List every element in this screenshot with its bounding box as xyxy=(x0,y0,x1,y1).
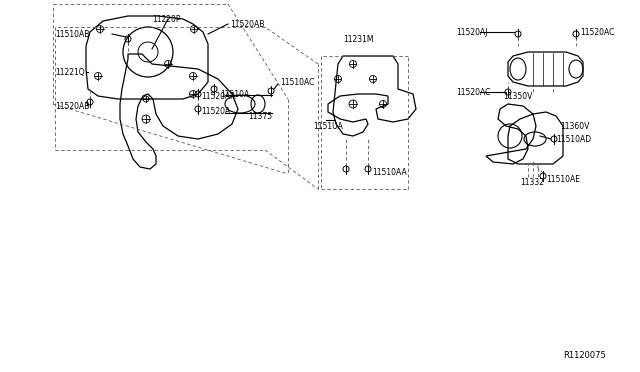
Text: 11510AE: 11510AE xyxy=(546,174,580,183)
Text: R1120075: R1120075 xyxy=(563,352,605,360)
Text: 11350V: 11350V xyxy=(503,92,532,100)
Text: 11510A: 11510A xyxy=(220,90,249,99)
Text: 11520AC: 11520AC xyxy=(456,87,490,96)
Text: 11231M: 11231M xyxy=(343,35,374,44)
Text: 11332: 11332 xyxy=(520,177,544,186)
Text: 11520AA: 11520AA xyxy=(201,92,236,100)
Text: 11520A: 11520A xyxy=(201,106,230,115)
Text: 11220P: 11220P xyxy=(152,15,180,23)
Text: 11510AC: 11510AC xyxy=(280,77,314,87)
Text: 11360V: 11360V xyxy=(560,122,589,131)
Text: 11520AJ: 11520AJ xyxy=(456,28,488,36)
Text: 11510AA: 11510AA xyxy=(372,167,407,176)
Text: 11221Q: 11221Q xyxy=(55,67,84,77)
Text: 11520AC: 11520AC xyxy=(580,28,614,36)
Text: 11520AB: 11520AB xyxy=(55,102,90,110)
Text: 11510AB: 11510AB xyxy=(55,29,90,38)
Text: 11520AB: 11520AB xyxy=(230,19,264,29)
Text: 11510AD: 11510AD xyxy=(556,135,591,144)
Text: 1151UA: 1151UA xyxy=(313,122,343,131)
Text: 11375: 11375 xyxy=(248,112,272,121)
